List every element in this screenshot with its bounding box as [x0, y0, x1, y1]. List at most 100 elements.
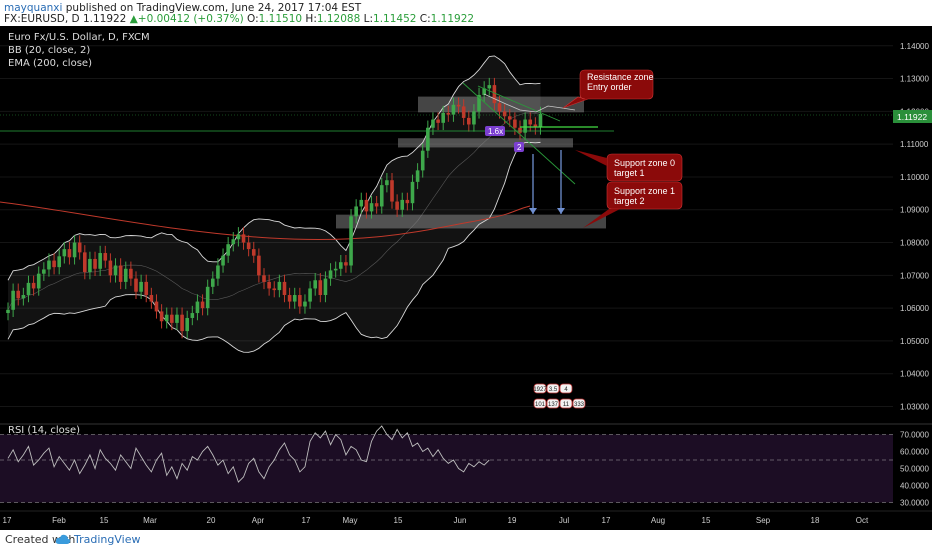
rsi-tick-label: 60.0000	[900, 448, 929, 457]
legend-bb[interactable]: BB (20, close, 2)	[8, 45, 91, 56]
candle-body	[318, 280, 323, 296]
close-label: C:	[419, 13, 431, 25]
candle-body	[164, 314, 169, 322]
candle-body	[262, 275, 266, 282]
candle-body	[415, 170, 420, 182]
candle-body	[492, 85, 497, 104]
publish-line: mayquanxi published on TradingView.com, …	[4, 2, 361, 14]
candle-body	[62, 249, 67, 257]
candle-body	[52, 260, 56, 268]
candle-body	[518, 127, 522, 133]
legend-ema[interactable]: EMA (200, close)	[8, 58, 92, 69]
candle-body	[257, 255, 261, 276]
candle-body	[303, 301, 307, 307]
candle-body	[251, 249, 256, 256]
candle-body	[379, 185, 384, 207]
support1-note-line1: Support zone 1	[614, 186, 675, 196]
candle-body	[313, 280, 317, 289]
last-price-value: 1.11922	[897, 112, 927, 122]
candle-body	[333, 268, 338, 271]
candle-body	[420, 150, 425, 171]
legend-title: Euro Fx/U.S. Dollar, D, FXCM	[8, 32, 150, 43]
rsi-band	[0, 434, 893, 503]
quote-line: FX:EURUSD, D 1.11922 ▲+0.00412 (+0.37%) …	[4, 13, 474, 25]
candle-body	[298, 295, 302, 307]
price-tick-label: 1.09000	[900, 206, 929, 215]
candle-body	[507, 116, 512, 120]
candle-body	[374, 203, 379, 207]
candles[interactable]	[6, 77, 543, 339]
candle-body	[441, 112, 445, 123]
zone-1	[398, 138, 573, 148]
badge-top: 4	[564, 387, 568, 393]
band-upper	[7, 55, 541, 281]
badge-top: 1927	[533, 387, 547, 393]
time-tick-label: May	[342, 516, 357, 525]
legend-rsi[interactable]: RSI (14, close)	[8, 425, 81, 436]
candle-body	[57, 256, 61, 268]
candle-body	[385, 180, 389, 186]
rsi-tick-label: 50.0000	[900, 465, 929, 474]
candle-body	[497, 103, 502, 112]
wave-label: 2	[514, 142, 524, 152]
time-tick-label: Jun	[454, 516, 467, 525]
band-basis	[7, 112, 541, 310]
time-tick-label: 18	[811, 516, 820, 525]
support0-note[interactable]: Support zone 0 target 1	[575, 150, 683, 182]
time-tick-label: 17	[602, 516, 611, 525]
candle-body	[395, 201, 399, 210]
last-price: 1.11922	[82, 13, 127, 25]
price-tick-label: 1.14000	[900, 42, 929, 51]
author-link[interactable]: mayquanxi	[4, 2, 63, 14]
candle-body	[180, 314, 184, 332]
support0-note-line2: target 1	[614, 168, 645, 178]
candle-body	[354, 206, 358, 217]
candle-body	[513, 119, 517, 128]
candle-body	[26, 282, 31, 296]
candle-body	[308, 288, 312, 302]
time-tick-label: Aug	[651, 516, 665, 525]
candle-body	[170, 314, 174, 323]
last-price-tag: 1.11922	[893, 110, 932, 123]
publish-info: published on TradingView.com, June 24, 2…	[65, 2, 362, 14]
target-arrowhead-1	[557, 208, 565, 214]
high-label: H:	[305, 13, 317, 25]
time-tick-label: Mar	[143, 516, 157, 525]
candle-body	[405, 199, 410, 204]
rsi-tick-label: 30.0000	[900, 499, 929, 508]
candle-body	[154, 301, 159, 312]
close-value: 1.11922	[430, 13, 475, 25]
candle-body	[461, 106, 466, 118]
candle-body	[339, 262, 343, 269]
candle-body	[400, 199, 405, 210]
badge-top-bg	[546, 383, 560, 394]
candle-body	[47, 260, 51, 270]
badge-bottom: 101	[535, 402, 546, 408]
tradingview-brand[interactable]: TradingView	[74, 533, 141, 546]
price-tick-label: 1.05000	[900, 337, 929, 346]
chart-header: mayquanxi published on TradingView.com, …	[0, 0, 932, 26]
high-value: 1.12088	[316, 13, 361, 25]
price-chart[interactable]: Resistance zone Entry order Support zone…	[0, 26, 932, 530]
band-lower	[7, 141, 541, 353]
candle-body	[226, 244, 230, 256]
candle-body	[144, 281, 149, 296]
candle-body	[6, 309, 10, 314]
candle-body	[103, 253, 108, 261]
rsi-tick-label: 40.0000	[900, 482, 929, 491]
candle-body	[533, 124, 538, 128]
indicator-badges[interactable]: 1927 3.5 4 101 137 11 333	[533, 383, 586, 409]
candle-body	[431, 119, 435, 128]
badge-bottom: 11	[563, 402, 570, 408]
candle-body	[364, 199, 369, 212]
candle-body	[195, 301, 200, 314]
candle-body	[205, 286, 210, 309]
resistance-note[interactable]: Resistance zone Entry order	[562, 69, 654, 109]
support1-note[interactable]: Support zone 1 target 2	[583, 181, 683, 228]
time-axis[interactable]: 17 Feb 15 Mar 20 Apr 17 May 15 Jun 19 Jul 17 Aug 15 Sep…	[0, 510, 932, 525]
candle-body	[277, 281, 282, 291]
low-label: L:	[363, 13, 374, 25]
time-tick-label: 19	[508, 516, 517, 525]
candle-body	[77, 242, 82, 253]
chart-area[interactable]: Resistance zone Entry order Support zone…	[0, 26, 932, 530]
